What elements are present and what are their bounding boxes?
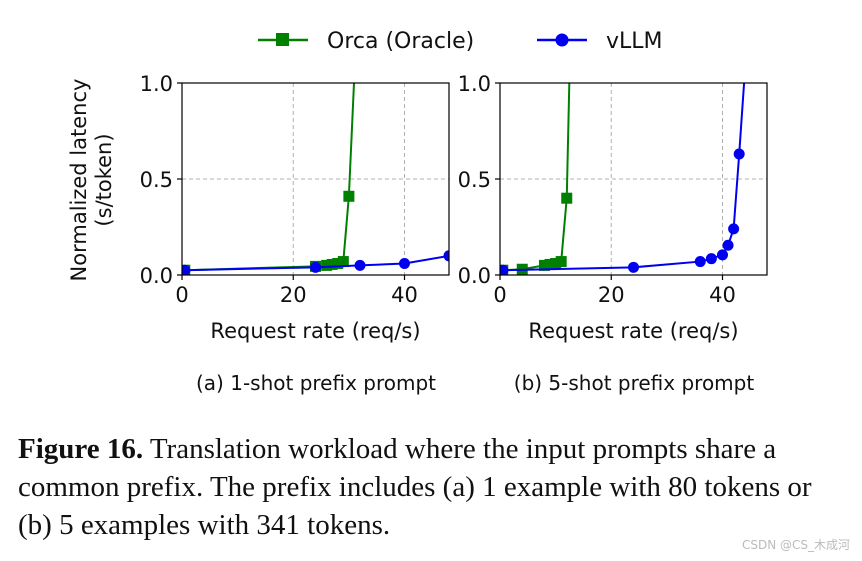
- data-point-orca: [539, 259, 550, 271]
- data-point-vllm: [354, 259, 366, 271]
- series-line-vllm: [502, 83, 746, 272]
- legend-item-orca: Orca (Oracle): [258, 29, 474, 54]
- x-tick-label: 40: [391, 283, 418, 307]
- legend-label-orca: Orca (Oracle): [327, 29, 474, 54]
- y-axis-title: Normalized latency(s/token): [67, 79, 116, 282]
- legend-item-vllm: vLLM: [537, 29, 663, 54]
- y-tick-label: 1.0: [458, 72, 491, 96]
- y-tick-label: 0.0: [458, 264, 491, 288]
- data-point-orca: [349, 68, 360, 79]
- figure-caption: Figure 16. Translation workload where th…: [18, 430, 848, 544]
- caption-label: Figure 16.: [18, 433, 144, 465]
- figure: Orca (Oracle) vLLM Normalized latency(s/…: [67, 29, 768, 395]
- data-point-vllm: [310, 261, 321, 273]
- x-tick-label: 40: [709, 283, 736, 307]
- y-axis-title-line-2: (s/token): [92, 133, 116, 226]
- data-point-vllm: [399, 257, 410, 269]
- x-axis-title-b: Request rate (req/s): [528, 319, 738, 343]
- data-point-vllm: [717, 249, 728, 261]
- data-point-vllm: [728, 223, 740, 235]
- x-tick-label: 20: [598, 283, 625, 307]
- x-axis-title-a: Request rate (req/s): [210, 319, 420, 343]
- chart-panel-b: 0 20 40 0.0 0.5 1.0 Request rate (req/s): [458, 68, 768, 343]
- data-point-orca: [550, 257, 562, 269]
- data-point-vllm: [694, 256, 706, 268]
- series-group: [500, 68, 750, 275]
- y-tick-label: 1.0: [140, 72, 173, 96]
- data-point-vllm: [443, 250, 449, 262]
- watermark: CSDN @CS_木成河: [741, 538, 850, 552]
- data-point-orca: [326, 258, 338, 270]
- chart-panel-a: 0 20 40 0.0 0.5 1.0 Request rate (req/s): [140, 68, 466, 343]
- series-line-orca: [184, 83, 356, 272]
- data-point-orca: [561, 192, 573, 204]
- series-line-orca: [502, 83, 571, 272]
- caption-text: Translation workload where the input pro…: [18, 433, 812, 541]
- legend: Orca (Oracle) vLLM: [258, 29, 663, 54]
- data-point-vllm: [628, 261, 639, 273]
- data-point-orca: [321, 259, 333, 271]
- x-tick-label: 0: [493, 283, 506, 307]
- data-point-orca: [564, 68, 575, 79]
- data-point-orca: [555, 256, 567, 268]
- data-point-orca: [544, 258, 556, 270]
- y-axis-title-line-1: Normalized latency(s/token): [67, 79, 116, 282]
- y-axis-title-line-1: Normalized latency: [67, 79, 91, 282]
- x-tick-label: 20: [280, 283, 307, 307]
- data-point-vllm: [739, 68, 750, 79]
- data-point-vllm: [455, 225, 466, 236]
- data-point-orca: [337, 256, 349, 268]
- data-point-vllm: [733, 148, 745, 160]
- series-line-vllm: [184, 253, 449, 272]
- y-tick-label: 0.0: [140, 264, 173, 288]
- data-point-vllm: [722, 239, 734, 251]
- series-group: [182, 68, 466, 275]
- data-point-vllm: [705, 253, 717, 265]
- y-tick-label: 0.5: [140, 168, 173, 192]
- y-tick-label: 0.5: [458, 168, 491, 192]
- data-point-orca: [343, 190, 355, 202]
- legend-label-vllm: vLLM: [606, 29, 663, 54]
- x-tick-label: 0: [175, 283, 188, 307]
- subtitle-a: (a) 1-shot prefix prompt: [196, 371, 436, 395]
- data-point-vllm: [182, 264, 191, 275]
- data-point-orca: [332, 257, 344, 269]
- subtitle-b: (b) 5-shot prefix prompt: [514, 371, 755, 395]
- data-point-vllm: [500, 264, 509, 275]
